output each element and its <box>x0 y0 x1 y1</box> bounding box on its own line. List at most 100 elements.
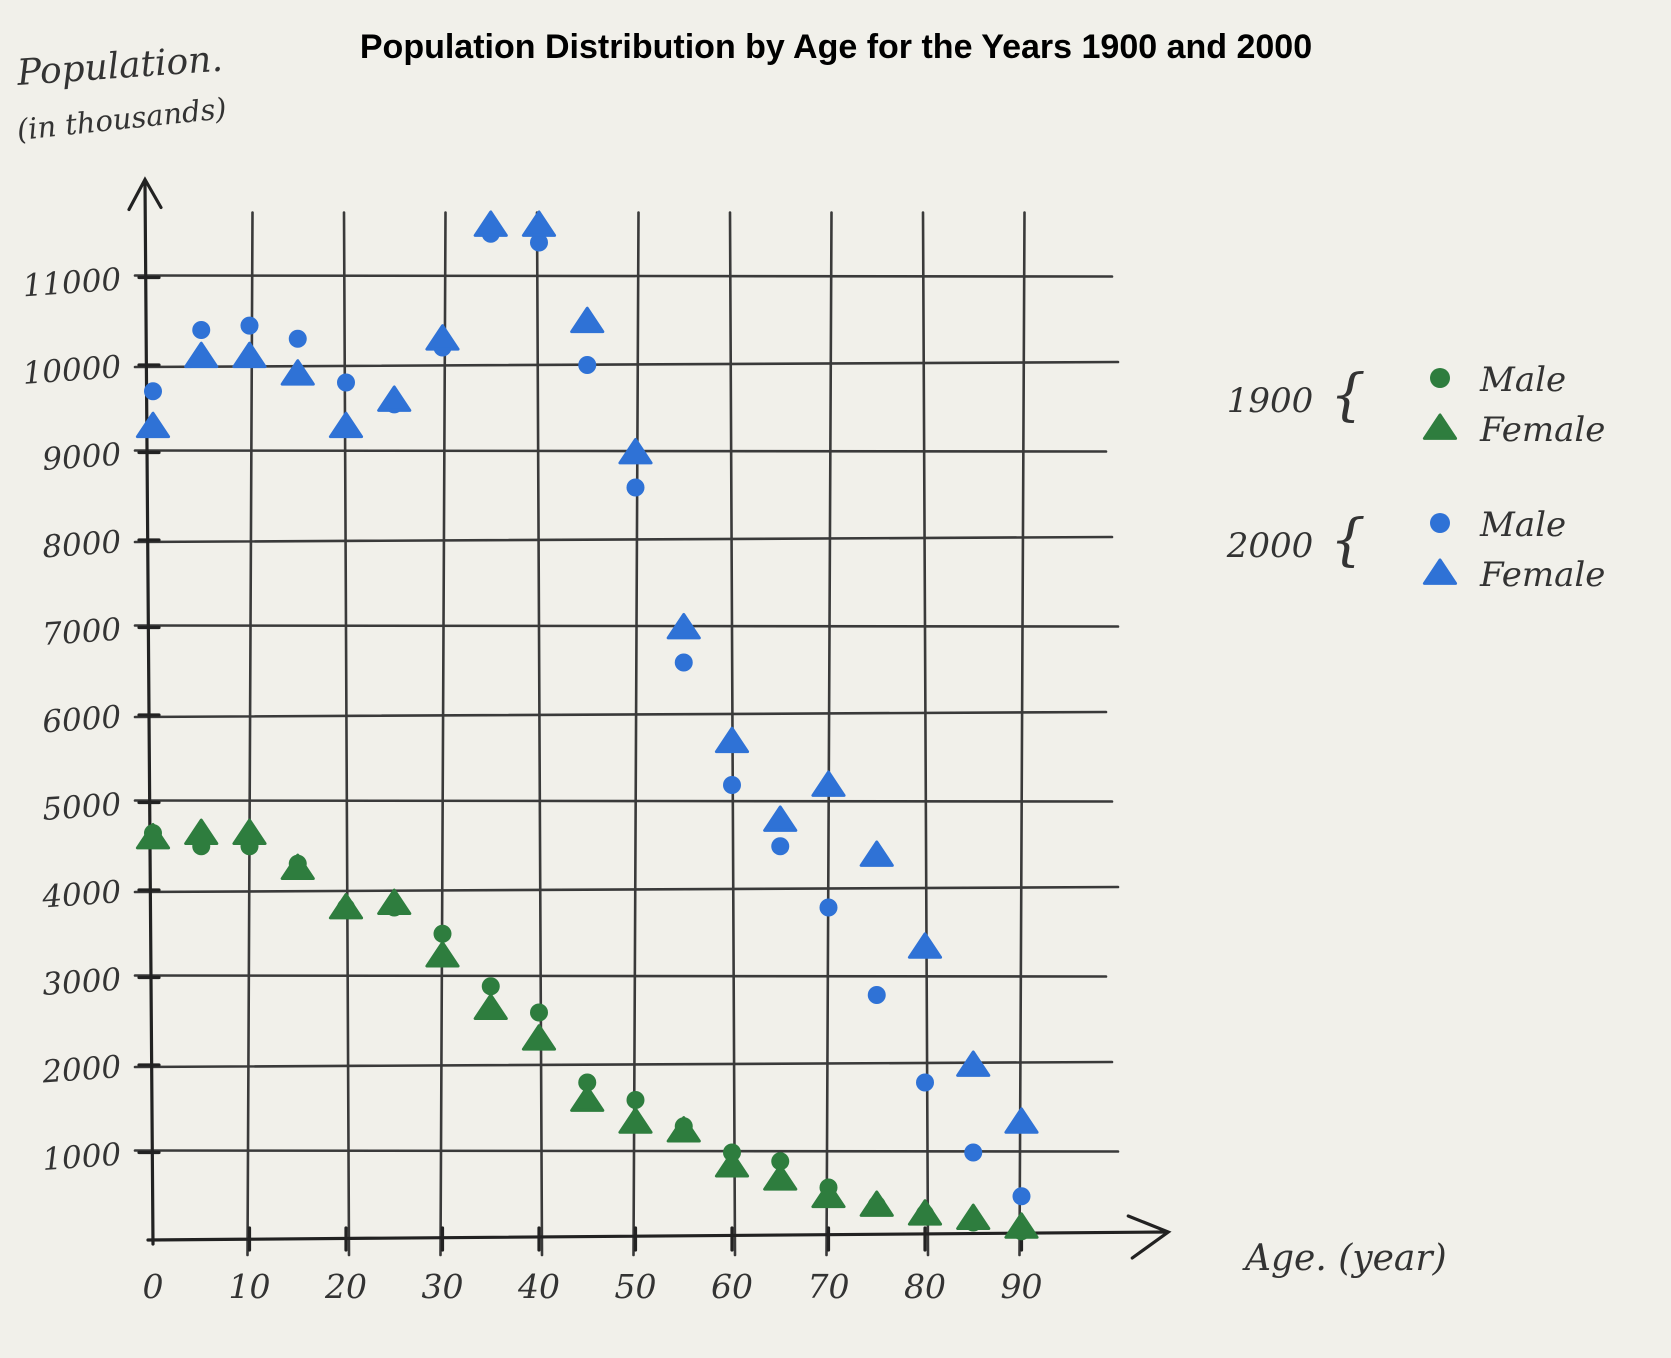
point-1900-female <box>232 818 267 846</box>
legend: 1900 {Male Female 2000 {Male Female <box>1226 360 1606 595</box>
y-tick-label: 8000 <box>41 524 122 565</box>
legend-brace: { <box>1330 508 1366 573</box>
x-axis-label: Age. (year) <box>1242 1238 1447 1279</box>
point-1900-female <box>328 893 364 920</box>
point-2000-male <box>337 373 355 392</box>
x-tick-label: 20 <box>324 1267 367 1306</box>
gridline-h <box>133 1060 1114 1069</box>
y-axis-label-line2: (in thousands) <box>15 91 228 147</box>
point-1900-male <box>626 1091 645 1109</box>
point-2000-female <box>763 805 798 832</box>
x-axis-arrow <box>1126 1214 1172 1260</box>
point-2000-male <box>723 776 741 794</box>
point-2000-male <box>674 653 693 672</box>
point-1900-female <box>714 1151 750 1178</box>
legend-marker-circle <box>1430 513 1450 533</box>
point-1900-female <box>666 1116 701 1143</box>
point-2000-female <box>135 411 171 439</box>
point-1900-female <box>570 1085 605 1112</box>
chart-title: Population Distribution by Age for the Y… <box>360 28 1312 66</box>
point-1900-male <box>578 1073 597 1092</box>
point-2000-female <box>473 210 508 237</box>
point-1900-female <box>618 1107 653 1134</box>
point-1900-male <box>481 977 500 996</box>
y-axis-arrow <box>127 176 163 212</box>
x-axis-line <box>146 1230 1168 1242</box>
point-2000-female <box>570 306 605 334</box>
y-tick-label: 11000 <box>21 262 122 305</box>
point-1900-female <box>184 818 219 846</box>
gridline-h <box>133 974 1108 978</box>
point-1900-female <box>956 1203 991 1231</box>
point-2000-male <box>819 898 838 917</box>
gridline-h <box>133 710 1108 719</box>
point-1900-female <box>521 1024 557 1051</box>
point-1900-male <box>433 924 452 943</box>
y-tick-label: 5000 <box>41 787 122 828</box>
gridline-v <box>342 211 351 1257</box>
point-1900-female <box>473 993 508 1021</box>
gridline-h <box>133 449 1108 453</box>
grid <box>133 211 1120 1257</box>
point-1900-female <box>425 941 460 968</box>
gridline-v <box>921 211 930 1257</box>
point-2000-female <box>666 613 701 640</box>
gridline-v <box>439 211 447 1257</box>
x-tick-labels: 0 10 20 30 40 50 60 70 80 90 <box>143 1226 1043 1306</box>
y-tick-label: 4000 <box>40 874 122 915</box>
y-tick-label: 10000 <box>21 349 122 392</box>
y-axis-line <box>143 180 155 1246</box>
point-2000-male <box>530 233 548 252</box>
x-tick-label: 0 <box>143 1267 164 1306</box>
gridline-v <box>1018 211 1026 1257</box>
legend-entry-label: Male <box>1479 360 1566 400</box>
point-1900-male <box>530 1003 548 1022</box>
x-tick-label: 70 <box>808 1267 850 1306</box>
point-2000-male <box>867 986 886 1004</box>
point-2000-female <box>425 324 460 351</box>
point-2000-female <box>618 438 653 465</box>
point-2000-male <box>192 321 211 339</box>
point-1900-male <box>771 1152 790 1171</box>
legend-group-label: 1900 <box>1227 381 1314 421</box>
gridline-h <box>133 360 1120 369</box>
y-tick-label: 6000 <box>41 699 122 740</box>
point-1900-female <box>859 1190 894 1217</box>
legend-marker-circle <box>1430 368 1450 388</box>
point-2000-female <box>184 341 219 369</box>
point-2000-female <box>377 385 412 412</box>
point-2000-female <box>811 770 846 797</box>
y-tick-label: 3000 <box>41 962 122 1003</box>
point-2000-male <box>578 356 597 374</box>
point-2000-female <box>280 359 315 386</box>
point-2000-female <box>956 1050 991 1077</box>
point-1900-female <box>280 853 315 881</box>
x-tick-label: 10 <box>229 1267 271 1306</box>
point-2000-male <box>288 329 307 348</box>
point-1900-female <box>377 888 412 916</box>
x-tick-label: 30 <box>422 1267 464 1306</box>
point-2000-male <box>240 316 259 335</box>
gridline-v <box>246 211 254 1257</box>
point-2000-female <box>232 341 267 369</box>
gridline-h <box>133 274 1114 278</box>
y-tick-label: 7000 <box>41 612 122 653</box>
point-2000-male <box>964 1143 983 1162</box>
legend-entry-label: Female <box>1479 410 1605 450</box>
gridline-v <box>632 211 640 1257</box>
point-2000-female <box>521 210 557 237</box>
point-2000-female <box>859 840 894 867</box>
legend-group-label: 2000 <box>1226 526 1314 566</box>
legend-marker-triangle <box>1422 413 1458 440</box>
y-tick-label: 1000 <box>41 1137 122 1178</box>
legend-marker-triangle <box>1422 558 1458 585</box>
point-2000-male <box>626 478 645 497</box>
gridline-h <box>133 885 1120 894</box>
point-2000-female <box>1004 1107 1039 1134</box>
gridline-v <box>825 211 833 1257</box>
y-tick-label: 2000 <box>40 1049 122 1090</box>
x-tick-label: 60 <box>711 1267 753 1306</box>
point-2000-male <box>771 837 790 856</box>
